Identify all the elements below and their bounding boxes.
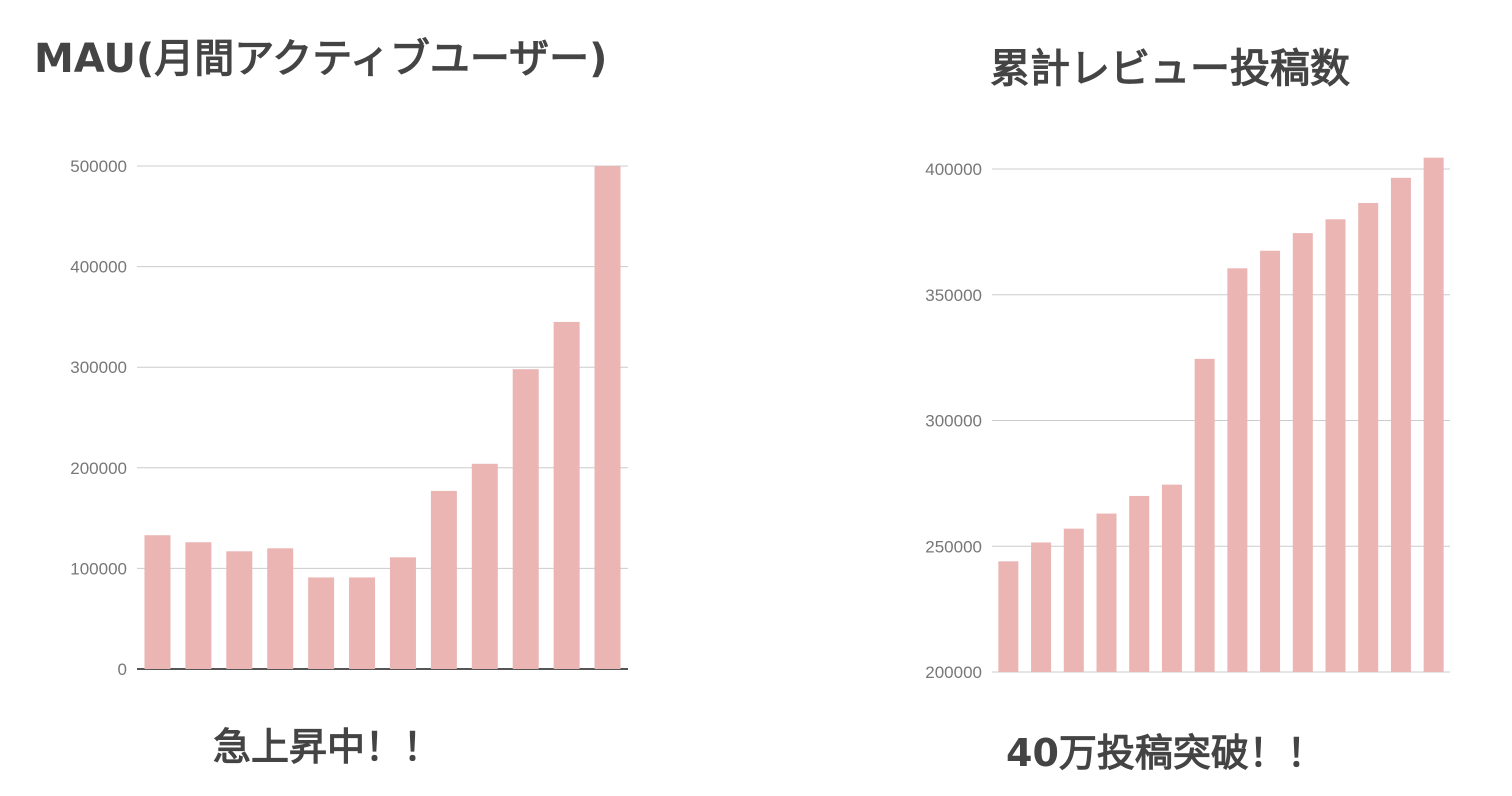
bar-2 [1031,542,1052,672]
y-tick-label: 0 [118,660,127,679]
bar-5 [1129,495,1150,672]
reviews-chart-title: 累計レビュー投稿数 [990,46,1350,92]
bar-6 [349,577,376,669]
bar-8 [430,490,457,669]
bar-11 [553,321,580,669]
bar-9 [1260,250,1281,673]
bar-7 [1194,358,1215,672]
y-tick-label: 400000 [70,258,127,277]
bar-12 [1358,202,1379,672]
bar-5 [308,577,335,669]
bar-3 [226,551,253,669]
y-tick-label: 250000 [925,537,982,556]
bar-4 [1096,513,1117,672]
y-tick-label: 300000 [925,412,982,431]
bar-11 [1325,219,1346,673]
bar-1 [998,561,1019,672]
y-tick-label: 100000 [70,559,127,578]
bar-7 [389,557,416,669]
mau-bar-chart: 0 100000 200000 300000 400000 500000 [70,157,628,679]
bar-6 [1161,484,1182,672]
reviews-panel: 累計レビュー投稿数 200000 250000 300000 350000 400000… [760,0,1512,796]
bar-9 [471,463,498,669]
y-tick-label: 400000 [925,160,982,179]
y-tick-label: 200000 [70,459,127,478]
bar-10 [512,369,539,669]
y-tick-label: 300000 [70,358,127,377]
y-tick-label: 350000 [925,286,982,305]
bar-2 [185,542,212,669]
bar-1 [144,535,171,669]
mau-panel: MAU(月間アクティブユーザー) 0 100000 200000 300000 4000… [34,36,628,769]
mau-chart-title: MAU(月間アクティブユーザー) [34,36,608,82]
bar-12 [594,166,621,669]
mau-caption: 急上昇中！！ [213,725,442,769]
y-tick-label: 200000 [925,663,982,682]
bar-8 [1227,268,1248,672]
bar-14 [1423,157,1444,672]
bar-13 [1390,177,1411,673]
reviews-bar-chart: 200000 250000 300000 350000 400000 [925,157,1450,682]
y-tick-label: 500000 [70,157,127,176]
bar-3 [1063,528,1084,672]
bar-4 [267,548,294,669]
bar-10 [1292,233,1313,672]
reviews-caption: 40万投稿突破！！ [1006,731,1325,775]
